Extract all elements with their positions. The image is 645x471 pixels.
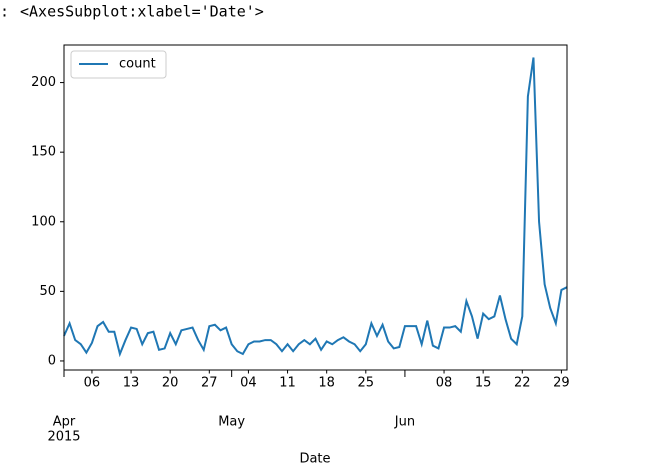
plot-frame	[63, 44, 568, 371]
x-month-label: Apr	[53, 415, 76, 430]
legend-label: count	[119, 57, 156, 72]
data-line	[63, 57, 568, 358]
x-year-label: 2015	[47, 430, 80, 445]
x-tick-label: 06	[84, 376, 101, 391]
prompt: :	[0, 3, 9, 21]
x-tick-label: 29	[553, 376, 570, 391]
y-tick-label: 100	[31, 214, 56, 229]
x-tick-label: 11	[279, 376, 296, 391]
x-month-label: Jun	[394, 415, 415, 430]
y-tick-label: 0	[48, 353, 56, 368]
x-tick-label: 04	[240, 376, 257, 391]
x-tick-label: 18	[318, 376, 335, 391]
y-tick-label: 200	[31, 75, 56, 90]
y-tick-label: 150	[31, 145, 56, 160]
x-tick-label: 25	[358, 376, 375, 391]
x-tick-label: 15	[475, 376, 492, 391]
x-tick-label: 08	[436, 376, 453, 391]
legend-box	[70, 50, 167, 79]
x-axis-label: Date	[299, 452, 330, 467]
x-tick-label: 13	[123, 376, 140, 391]
x-tick-label: 20	[162, 376, 179, 391]
y-tick-label: 50	[39, 284, 56, 299]
output-text: <AxesSubplot:xlabel='Date'>	[20, 3, 264, 21]
x-tick-label: 22	[514, 376, 531, 391]
x-tick-label: 27	[201, 376, 218, 391]
x-month-label: May	[218, 415, 245, 430]
